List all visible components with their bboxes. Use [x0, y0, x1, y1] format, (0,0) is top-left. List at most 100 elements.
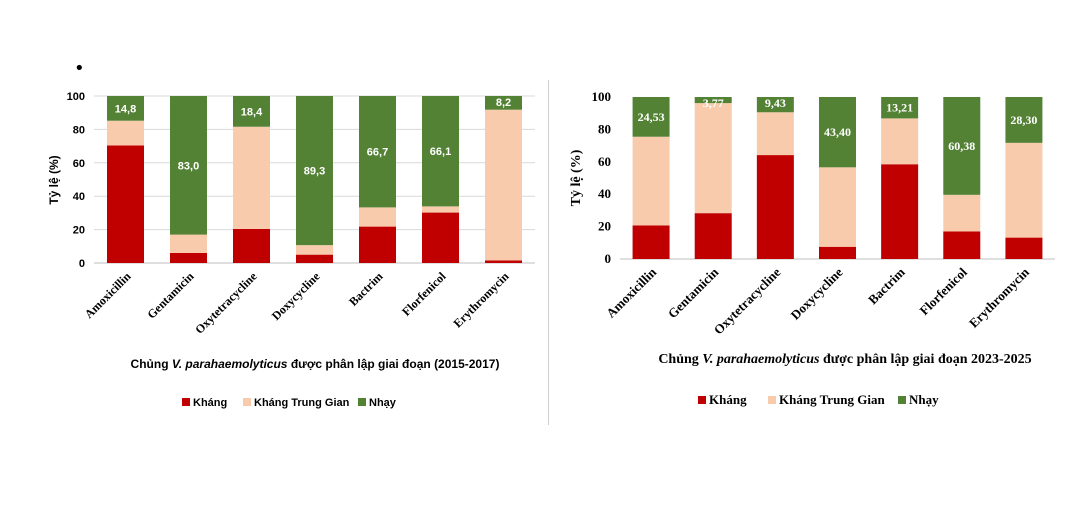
bar-nhay-florfenicol: [943, 97, 981, 195]
chart-title-part: V. parahaemolyticus: [702, 352, 820, 367]
chart-title: Chủng V. parahaemolyticus được phân lập …: [131, 357, 500, 371]
bar-khang-doxycycline: [819, 246, 856, 259]
bar-khang-trung-gian-oxytetracycline: [233, 126, 270, 229]
data-label-doxycycline: 89,3: [304, 166, 325, 178]
category-label-florfenicol: Florfenicol: [399, 269, 449, 319]
data-label-gentamicin: 3,77: [703, 96, 724, 110]
bar-nhay-doxycycline: [296, 96, 333, 246]
bar-khang-florfenicol: [422, 212, 459, 263]
bar-khang-trung-gian-amoxicillin: [632, 136, 670, 226]
bar-khang-erythromycin: [485, 260, 522, 263]
data-label-doxycycline: 43,40: [824, 125, 851, 139]
category-label-erythromycin: Erythromycin: [966, 264, 1033, 331]
data-label-florfenicol: 66,1: [430, 146, 451, 158]
legend-label-khang-trung-gian: Kháng Trung Gian: [779, 392, 885, 407]
data-label-erythromycin: 8,2: [496, 97, 511, 109]
bar-nhay-oxytetracycline: [756, 97, 794, 113]
y-tick-label: 0: [605, 251, 612, 266]
data-label-oxytetracycline: 9,43: [765, 96, 786, 110]
bar-khang-gentamicin: [694, 213, 732, 259]
y-tick-label: 80: [73, 124, 85, 136]
chart-1: 0 20 40 60 80 100 Tỷ lệ (%) 14,8 Amoxicillin 83,0…: [47, 91, 535, 409]
legend-label-khang-trung-gian: Kháng Trung Gian: [254, 397, 350, 409]
bar-khang-trung-gian-gentamicin: [694, 103, 732, 214]
bar-khang-trung-gian-bactrim: [359, 207, 396, 227]
y-tick-label: 20: [73, 225, 85, 237]
bar-khang-trung-gian-doxycycline: [819, 167, 856, 247]
bar-khang-erythromycin: [1005, 237, 1043, 259]
legend-label-nhay: Nhạy: [369, 397, 397, 409]
data-label-gentamicin: 83,0: [178, 160, 199, 172]
bar-nhay-erythromycin: [1005, 97, 1043, 143]
bar-nhay-gentamicin: [170, 96, 207, 235]
chart-title-part: Chủng: [131, 357, 172, 371]
legend-swatch-nhay: [898, 396, 906, 404]
y-tick-label: 0: [79, 258, 85, 270]
chart-title-part: được phân lập giai đoạn: [287, 357, 434, 371]
bar-khang-trung-gian-oxytetracycline: [756, 112, 794, 156]
bar-khang-amoxicillin: [632, 225, 670, 259]
bar-khang-bactrim: [359, 226, 396, 263]
y-tick-label: 20: [598, 219, 611, 234]
legend-swatch-khang-trung-gian: [243, 398, 251, 406]
bar-khang-florfenicol: [943, 231, 981, 259]
y-tick-label: 80: [598, 121, 611, 136]
legend-swatch-khang-trung-gian: [768, 396, 776, 404]
bar-khang-amoxicillin: [107, 145, 144, 263]
bar-khang-trung-gian-florfenicol: [943, 194, 981, 232]
y-tick-label: 60: [598, 154, 611, 169]
bullet-mark: •: [74, 58, 85, 79]
bar-khang-gentamicin: [170, 252, 207, 263]
y-tick-label: 100: [592, 89, 612, 104]
bar-nhay-bactrim: [881, 97, 919, 119]
category-label-florfenicol: Florfenicol: [916, 264, 970, 318]
legend-swatch-khang: [182, 398, 190, 406]
legend-swatch-nhay: [358, 398, 366, 406]
legend-label-khang: Kháng: [709, 392, 747, 407]
bar-khang-trung-gian-doxycycline: [296, 245, 333, 255]
category-label-oxytetracycline: Oxytetracycline: [711, 264, 784, 337]
legend-label-nhay: Nhạy: [909, 392, 939, 407]
bar-nhay-bactrim: [359, 96, 396, 208]
category-label-oxytetracycline: Oxytetracycline: [192, 269, 260, 337]
chart-2: 0 20 40 60 80 100 Tỷ lệ (%) 24,53 Amoxicillin 3,7…: [569, 89, 1055, 407]
chart-title-part: được phân lập giai đoạn 2023-2025: [819, 352, 1031, 367]
bar-khang-trung-gian-erythromycin: [1005, 142, 1043, 238]
bar-khang-doxycycline: [296, 254, 333, 263]
category-label-gentamicin: Gentamicin: [144, 269, 197, 322]
chart-title: Chủng V. parahaemolyticus được phân lập …: [658, 352, 1031, 367]
panel-divider: [548, 80, 549, 425]
bar-nhay-florfenicol: [422, 96, 459, 207]
legend-label-khang: Kháng: [193, 397, 227, 409]
category-label-bactrim: Bactrim: [865, 264, 908, 307]
bar-nhay-erythromycin: [485, 96, 522, 110]
bar-khang-trung-gian-gentamicin: [170, 234, 207, 253]
bar-khang-bactrim: [881, 164, 919, 259]
data-label-florfenicol: 60,38: [948, 139, 975, 153]
category-label-doxycycline: Doxycycline: [788, 264, 846, 322]
category-label-erythromycin: Erythromycin: [450, 269, 511, 330]
bar-khang-oxytetracycline: [756, 155, 794, 259]
y-axis-label: Tỷ lệ (%): [569, 149, 584, 206]
bar-nhay-gentamicin: [694, 97, 732, 104]
data-label-erythromycin: 28,30: [1010, 113, 1037, 127]
bar-khang-oxytetracycline: [233, 228, 270, 263]
bar-khang-trung-gian-erythromycin: [485, 109, 522, 261]
data-label-oxytetracycline: 18,4: [241, 106, 263, 118]
data-label-amoxicillin: 24,53: [638, 110, 665, 124]
bar-khang-trung-gian-bactrim: [881, 118, 919, 165]
bar-nhay-oxytetracycline: [233, 96, 270, 127]
bar-khang-trung-gian-amoxicillin: [107, 120, 144, 146]
bar-khang-trung-gian-florfenicol: [422, 206, 459, 213]
y-axis-label: Tỷ lệ (%): [47, 155, 61, 204]
chart-title-part: (2015-2017): [434, 357, 499, 371]
category-label-amoxicillin: Amoxicillin: [82, 269, 134, 321]
data-label-amoxicillin: 14,8: [115, 103, 136, 115]
legend-swatch-khang: [698, 396, 706, 404]
category-label-doxycycline: Doxycycline: [269, 269, 323, 323]
bar-nhay-amoxicillin: [632, 97, 670, 137]
y-tick-label: 40: [73, 191, 85, 203]
data-label-bactrim: 66,7: [367, 147, 388, 159]
chart-title-part: V. parahaemolyticus: [172, 357, 288, 371]
